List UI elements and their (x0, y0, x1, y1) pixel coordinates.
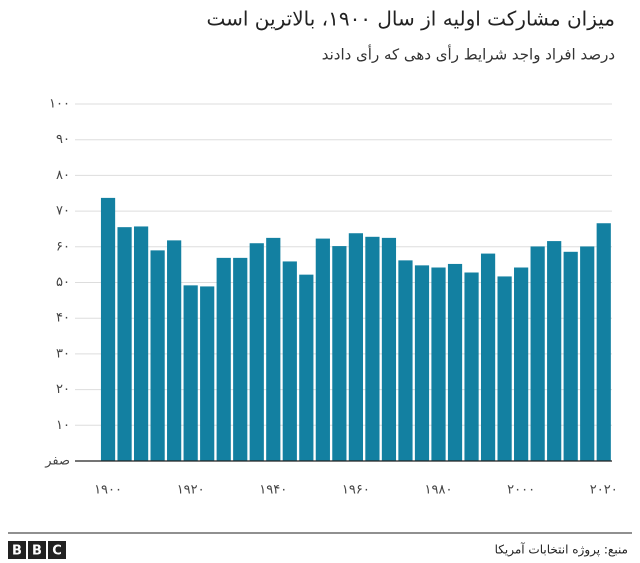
logo-box (8, 541, 26, 559)
y-tick-label: ۵۰ (56, 275, 70, 290)
bar (216, 257, 231, 461)
y-tick-label: ۱۰ (56, 418, 70, 433)
y-tick-label: صفر (44, 454, 70, 469)
bar (464, 272, 479, 461)
bar (381, 237, 397, 461)
logo-letter: B (32, 544, 42, 559)
bar (596, 223, 611, 461)
bar (183, 285, 198, 461)
bar (249, 243, 264, 461)
bar (150, 250, 165, 461)
x-tick-label: ۱۹۰۰ (94, 483, 122, 498)
bar (563, 251, 578, 461)
y-tick-label: ۶۰ (56, 239, 70, 254)
bar (266, 237, 281, 461)
bar (348, 233, 363, 461)
source: منبع: پروژه انتخابات آمریکا (495, 542, 628, 558)
logo-box (28, 541, 46, 559)
bar (332, 246, 347, 461)
x-tick-label: ۱۹۸۰ (425, 483, 453, 498)
x-tick-label: ۱۹۴۰ (259, 483, 287, 498)
bar (233, 257, 248, 461)
y-tick-label: ۹۰ (56, 132, 70, 147)
x-tick-label: ۲۰۲۰ (590, 483, 618, 498)
y-tick-label: ۱۰۰ (49, 97, 70, 112)
y-tick-label: ۸۰ (56, 168, 70, 183)
x-tick-label: ۲۰۰۰ (507, 483, 535, 498)
y-tick-label: ۲۰ (56, 382, 70, 397)
bar (133, 226, 149, 461)
bar (431, 267, 446, 461)
bar (398, 260, 413, 461)
y-tick-label: ۳۰ (56, 346, 70, 361)
bar (167, 240, 182, 461)
bar (480, 253, 496, 461)
x-tick-label: ۱۹۲۰ (177, 483, 205, 498)
chart-subtitle: درصد افراد واجد شرایط رأی دهی که رأی داد… (322, 45, 615, 64)
bar (117, 227, 132, 461)
bar (447, 263, 463, 461)
bar (100, 197, 116, 462)
bar (580, 246, 595, 461)
bar (282, 261, 297, 461)
chart-title: میزان مشارکت اولیه از سال ۱۹۰۰، بالاترین… (206, 7, 615, 31)
y-tick-label: ۴۰ (56, 311, 70, 326)
bar (299, 274, 314, 461)
bar (514, 267, 529, 461)
logo-letter: C (52, 544, 62, 559)
bar (315, 238, 330, 461)
y-tick-label: ۷۰ (56, 204, 70, 219)
bar (497, 276, 512, 461)
bar (414, 265, 430, 461)
logo-letter: B (12, 544, 22, 559)
logo-box (48, 541, 66, 559)
x-tick-label: ۱۹۶۰ (342, 483, 370, 498)
bar (200, 286, 215, 461)
bar (547, 241, 562, 461)
bar (365, 236, 380, 461)
bar (530, 246, 545, 461)
